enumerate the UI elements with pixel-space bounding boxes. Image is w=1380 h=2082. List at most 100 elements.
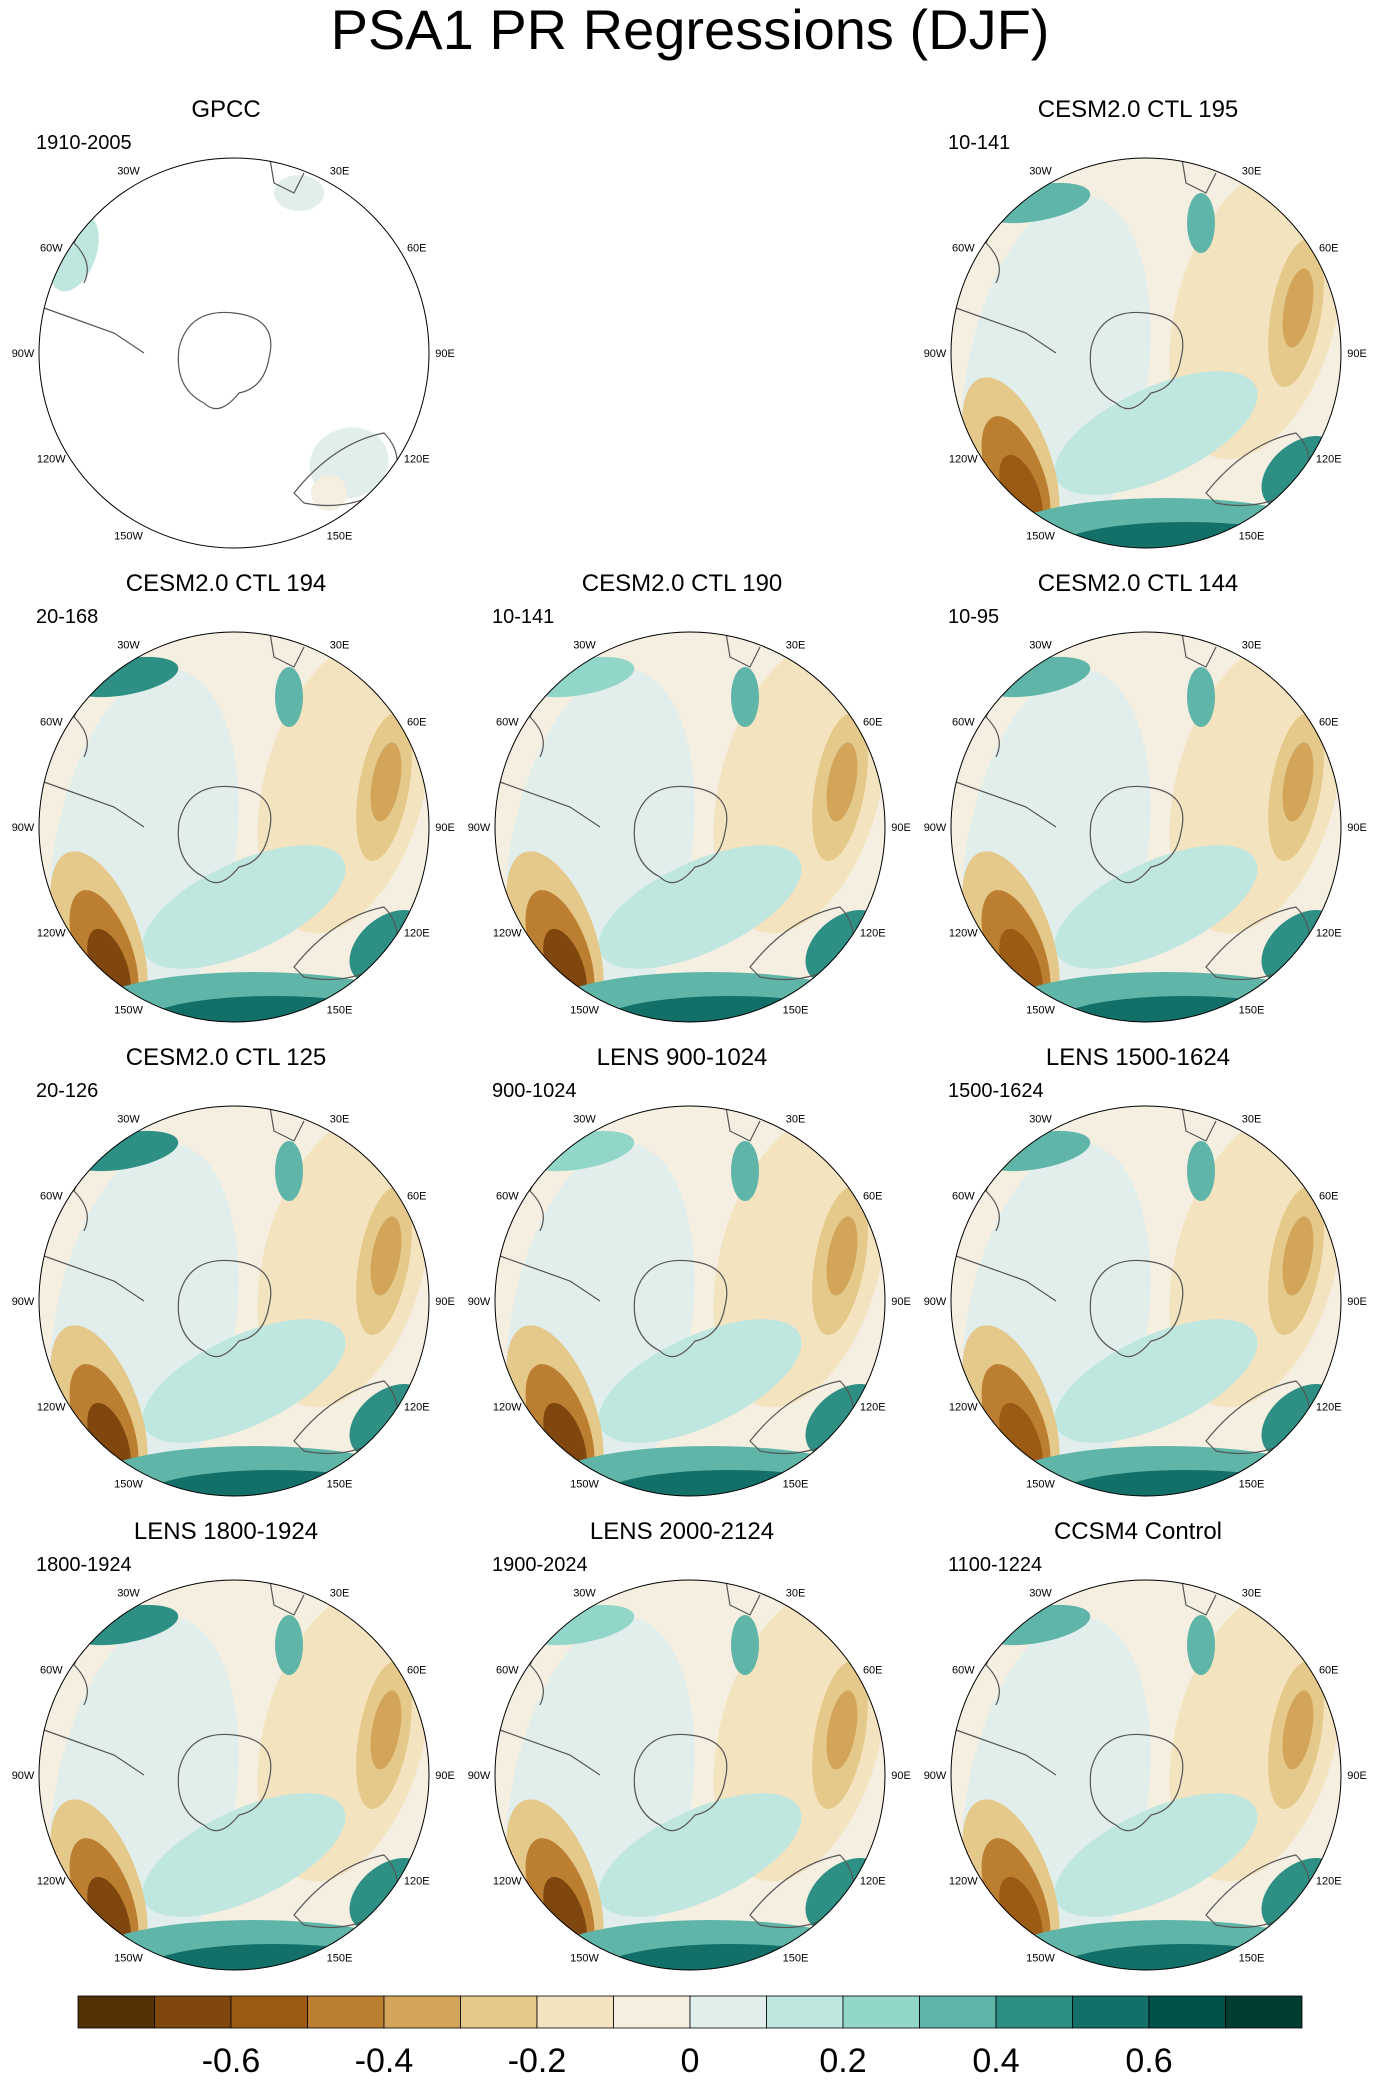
- longitude-label: 60W: [40, 717, 63, 729]
- dry-anomaly: [1282, 268, 1314, 348]
- antarctica-outline: [177, 785, 272, 884]
- longitude-label: 90W: [924, 348, 947, 360]
- longitude-label: 90W: [468, 1296, 491, 1308]
- longitude-label: 120W: [37, 454, 66, 466]
- longitude-label: 30E: [1242, 639, 1262, 651]
- longitude-label: 120E: [860, 1402, 886, 1414]
- longitude-label: 90W: [924, 1770, 947, 1782]
- panel-period: 20-168: [36, 606, 99, 628]
- longitude-label: 60W: [952, 243, 975, 255]
- antarctica-outline: [177, 1259, 272, 1358]
- wet-anomaly: [275, 667, 303, 727]
- map-boundary: [950, 1579, 1342, 1971]
- dry-anomaly: [1282, 1216, 1314, 1296]
- dry-anomaly: [370, 1216, 402, 1296]
- longitude-label: 120E: [860, 1876, 886, 1888]
- longitude-label: 120E: [1316, 1402, 1342, 1414]
- panel-title: LENS 1500-1624: [1045, 1044, 1231, 1071]
- panel-period: 10-95: [948, 606, 1000, 628]
- dry-anomaly: [967, 166, 1025, 200]
- panel-title: CESM2.0 CTL 195: [1037, 96, 1239, 123]
- longitude-label: 60W: [40, 1665, 63, 1677]
- map-panel: CESM2.0 CTL 194 20-168 0 30E 60E 90E 120E 150E 1…: [6, 562, 455, 1023]
- longitude-label: 0: [1143, 622, 1149, 623]
- longitude-label: 60E: [407, 1191, 427, 1203]
- longitude-label: 90W: [468, 1770, 491, 1782]
- colorbar-swatch: [842, 1995, 920, 2029]
- panel-title: CESM2.0 CTL 144: [1037, 570, 1239, 597]
- antarctica-outline: [1089, 1259, 1184, 1358]
- antarctica-outline: [1089, 1733, 1184, 1832]
- colorbar-tick-label: 0: [681, 2042, 700, 2080]
- dry-anomaly: [511, 1114, 569, 1148]
- longitude-label: 150W: [1026, 1005, 1055, 1017]
- colorbar-swatch: [460, 1995, 538, 2029]
- longitude-label: 60E: [407, 243, 427, 255]
- longitude-label: 90E: [435, 348, 455, 360]
- wet-anomaly: [731, 667, 759, 727]
- colorbar-swatch: [1148, 1995, 1226, 2029]
- map-boundary: [950, 157, 1342, 549]
- longitude-label: 150W: [114, 1005, 143, 1017]
- longitude-label: 150E: [1239, 531, 1265, 543]
- map-panel: LENS 900-1024 900-1024 0 30E 60E 90E 120E 150E 1…: [462, 1036, 911, 1497]
- longitude-label: 60E: [1319, 717, 1339, 729]
- map-boundary: [494, 631, 886, 1023]
- longitude-label: 120E: [1316, 454, 1342, 466]
- longitude-label: 120W: [949, 1876, 978, 1888]
- wet-anomaly: [275, 1141, 303, 1201]
- colorbar-swatch: [307, 1995, 385, 2029]
- dry-anomaly: [511, 640, 569, 674]
- longitude-label: 150E: [1239, 1479, 1265, 1491]
- longitude-label: 30W: [1029, 1113, 1052, 1125]
- australia-africa-outline: [1180, 1580, 1310, 1928]
- longitude-label: 30W: [117, 639, 140, 651]
- longitude-label: 60W: [496, 717, 519, 729]
- colorbar-swatch: [613, 1995, 691, 2029]
- panel-period: 1800-1924: [36, 1554, 132, 1576]
- longitude-label: 150E: [1239, 1953, 1265, 1965]
- map-boundary: [38, 631, 430, 1023]
- polar-map: 030E60E90E120E150E180150W120W90W60W30W: [12, 148, 455, 549]
- colorbar-swatch: [919, 1995, 997, 2029]
- australia-africa-outline: [1180, 632, 1310, 980]
- longitude-label: 120W: [949, 1402, 978, 1414]
- antarctica-outline: [177, 311, 272, 410]
- longitude-label: 90W: [924, 822, 947, 834]
- map-panel: CESM2.0 CTL 14410-95030E60E90E120E150E18…: [918, 562, 1367, 1023]
- field-band: [1054, 371, 1258, 495]
- longitude-label: 0: [231, 148, 237, 149]
- polar-map: 030E60E90E120E150E180150W120W90W60W30W: [12, 1570, 455, 1971]
- longitude-label: 150E: [1239, 1005, 1265, 1017]
- longitude-label: 90E: [435, 822, 455, 834]
- dry-anomaly: [826, 1690, 858, 1770]
- longitude-label: 90W: [12, 822, 35, 834]
- polar-map: 030E60E90E120E150E180150W120W90W60W30W: [924, 1570, 1367, 1971]
- australia-africa-outline: [268, 158, 398, 507]
- longitude-label: 30W: [117, 165, 140, 177]
- longitude-label: 120W: [949, 928, 978, 940]
- longitude-label: 90E: [891, 1296, 911, 1308]
- longitude-label: 0: [1143, 1570, 1149, 1571]
- map-boundary: [950, 631, 1342, 1023]
- longitude-label: 0: [687, 1096, 693, 1097]
- land-field: [311, 475, 347, 511]
- panel-period: 1910-2005: [36, 132, 132, 154]
- longitude-label: 30W: [573, 639, 596, 651]
- longitude-label: 30E: [1242, 165, 1262, 177]
- longitude-label: 150E: [327, 1953, 353, 1965]
- longitude-label: 120W: [493, 928, 522, 940]
- panel-period: 900-1024: [492, 1080, 577, 1102]
- panel-title: CESM2.0 CTL 190: [581, 570, 783, 597]
- coastlines: [955, 632, 1310, 980]
- longitude-label: 30W: [1029, 1587, 1052, 1599]
- colorbar-swatch: [77, 1995, 155, 2029]
- antarctica-outline: [1089, 311, 1184, 410]
- longitude-label: 90E: [435, 1770, 455, 1782]
- colorbar-swatch: [383, 1995, 461, 2029]
- panel-period: 1900-2024: [492, 1554, 588, 1576]
- panel-grid: GPCC1910-2005030E60E90E120E150E180150W12…: [6, 96, 1367, 1971]
- wet-anomaly: [1187, 1141, 1215, 1201]
- antarctica-outline: [177, 1733, 272, 1832]
- longitude-label: 30E: [1242, 1113, 1262, 1125]
